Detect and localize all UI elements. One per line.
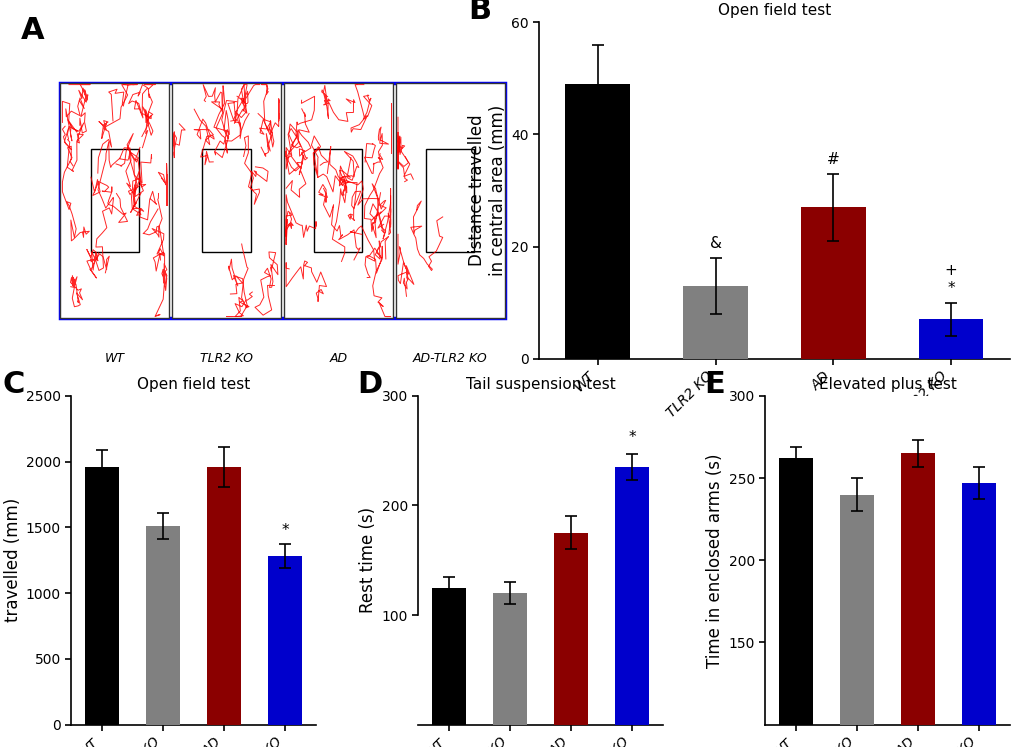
Bar bbox=[426, 149, 474, 252]
Text: E: E bbox=[704, 370, 725, 399]
Text: #: # bbox=[826, 152, 839, 167]
Bar bbox=[314, 149, 362, 252]
Bar bbox=[614, 467, 648, 725]
Bar bbox=[779, 459, 812, 747]
Bar bbox=[901, 453, 934, 747]
Text: B: B bbox=[468, 0, 491, 25]
Bar bbox=[683, 285, 747, 359]
Bar bbox=[60, 83, 169, 318]
Bar bbox=[202, 149, 251, 252]
Y-axis label: Time in enclosed arms (s): Time in enclosed arms (s) bbox=[706, 453, 723, 668]
Text: AD-TLR2 KO: AD-TLR2 KO bbox=[413, 352, 487, 365]
Text: +
*: + * bbox=[944, 264, 957, 296]
Bar bbox=[553, 533, 587, 725]
Bar bbox=[840, 495, 873, 747]
Bar bbox=[60, 83, 169, 318]
Bar bbox=[565, 84, 630, 359]
Y-axis label: Total distance
travelled (mm): Total distance travelled (mm) bbox=[0, 498, 21, 622]
Bar bbox=[283, 83, 392, 318]
Title: Tail suspension test: Tail suspension test bbox=[466, 377, 614, 392]
Bar bbox=[395, 83, 504, 318]
Y-axis label: Rest time (s): Rest time (s) bbox=[359, 507, 377, 613]
Text: C: C bbox=[3, 370, 25, 399]
Title: Open field test: Open field test bbox=[137, 377, 250, 392]
Bar bbox=[918, 320, 982, 359]
Text: AD: AD bbox=[329, 352, 347, 365]
Text: *: * bbox=[628, 430, 636, 445]
Bar bbox=[432, 588, 466, 725]
Y-axis label: Distance travelled
in central area (mm): Distance travelled in central area (mm) bbox=[468, 105, 506, 276]
Text: &: & bbox=[709, 236, 720, 251]
Bar bbox=[146, 526, 179, 725]
Text: TLR2 KO: TLR2 KO bbox=[200, 352, 253, 365]
Bar bbox=[268, 557, 302, 725]
Bar bbox=[60, 83, 504, 318]
Bar bbox=[283, 83, 392, 318]
Bar bbox=[171, 83, 281, 318]
Title: Open field test: Open field test bbox=[717, 4, 830, 19]
Bar bbox=[962, 483, 996, 747]
Bar bbox=[395, 83, 504, 318]
Bar bbox=[91, 149, 139, 252]
Bar bbox=[493, 593, 527, 725]
Bar bbox=[207, 467, 240, 725]
Title: Elevated plus test: Elevated plus test bbox=[818, 377, 956, 392]
Text: A: A bbox=[20, 16, 44, 45]
Bar bbox=[85, 467, 118, 725]
Bar bbox=[171, 83, 281, 318]
Bar bbox=[800, 208, 865, 359]
Text: *: * bbox=[281, 523, 288, 538]
Text: WT: WT bbox=[105, 352, 124, 365]
Text: D: D bbox=[357, 370, 382, 399]
